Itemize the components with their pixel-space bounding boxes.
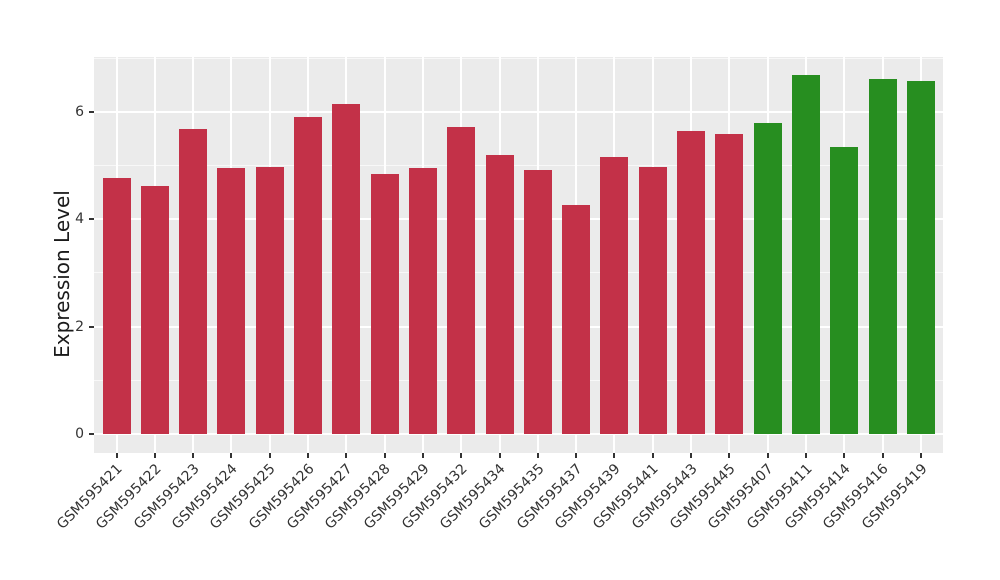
x-tick-mark [421, 453, 424, 458]
x-tick-mark [651, 453, 654, 458]
x-tick-label-text: GSM595426 [245, 461, 318, 533]
x-tick-mark [383, 453, 386, 458]
x-tick-mark [804, 453, 807, 458]
x-tick-label-text: GSM595411 [743, 461, 816, 533]
bar-gsm595424 [217, 167, 246, 434]
x-tick-label-text: GSM595424 [169, 461, 241, 533]
x-tick-label-text: GSM595419 [858, 461, 931, 533]
gridline-minor [94, 57, 943, 59]
y-axis-title: Expression Level [50, 190, 74, 358]
bar-gsm595432 [447, 126, 476, 434]
x-tick-label-text: GSM595425 [207, 461, 280, 533]
gridline-minor [94, 379, 943, 381]
x-tick-mark [460, 453, 463, 458]
bar-gsm595429 [408, 168, 437, 434]
x-tick-mark [345, 453, 348, 458]
bar-gsm595435 [523, 169, 552, 434]
x-tick-label-text: GSM595427 [284, 461, 356, 533]
x-tick-label-text: GSM595414 [781, 461, 854, 533]
gridline-major [94, 433, 943, 435]
x-tick-label-text: GSM595416 [820, 461, 892, 533]
bar-gsm595407 [753, 122, 782, 434]
gridline-minor [94, 165, 943, 166]
x-tick-mark [613, 453, 616, 458]
x-tick-label-text: GSM595422 [92, 461, 165, 533]
x-tick-mark [881, 453, 884, 458]
x-tick-mark [690, 453, 692, 458]
gridline-major [94, 325, 943, 328]
bar-gsm595421 [102, 178, 131, 434]
bar-gsm595416 [868, 79, 897, 434]
x-tick-label-text: GSM595435 [475, 461, 548, 533]
x-tick-mark [230, 453, 233, 458]
bar-gsm595414 [830, 147, 859, 434]
x-tick-mark [153, 453, 156, 458]
x-tick-mark [268, 453, 271, 458]
bar-gsm595437 [562, 205, 591, 434]
bar-gsm595423 [179, 128, 208, 434]
x-tick-mark [919, 453, 922, 458]
bar-gsm595411 [791, 74, 820, 434]
bar-gsm595439 [600, 157, 629, 434]
x-tick-mark [115, 453, 118, 458]
gridline-major [94, 218, 943, 221]
x-tick-label-text: GSM595429 [360, 461, 433, 533]
bar-gsm595422 [140, 185, 169, 434]
y-tick-label: 0 [75, 426, 84, 442]
x-tick-label-text: GSM595434 [437, 461, 509, 533]
bar-gsm595434 [485, 154, 514, 434]
bar-gsm595426 [294, 117, 322, 434]
x-tick-label-text: GSM595437 [513, 461, 586, 533]
bar-gsm595427 [332, 104, 361, 434]
bar-gsm595445 [715, 133, 744, 434]
x-tick-mark [536, 453, 539, 458]
bar-gsm595443 [677, 131, 705, 434]
bar-gsm595425 [255, 166, 284, 434]
x-tick-label-text: GSM595428 [322, 461, 394, 533]
bar-gsm595419 [906, 81, 935, 434]
bar-gsm595428 [370, 174, 399, 434]
x-tick-mark [498, 453, 501, 458]
x-tick-label-text: GSM595443 [628, 461, 701, 533]
y-tick-label: 6 [75, 103, 84, 120]
x-tick-label-text: GSM595432 [398, 461, 471, 533]
x-tick-label-text: GSM595439 [552, 461, 624, 533]
gridline-minor [94, 272, 943, 274]
gridline-major [94, 110, 943, 113]
x-tick-mark [192, 453, 195, 458]
x-tick-label-text: GSM595423 [130, 461, 203, 533]
x-tick-label-text: GSM595441 [590, 461, 663, 533]
x-tick-mark [843, 453, 846, 458]
x-tick-mark [307, 453, 309, 458]
x-tick-mark [575, 453, 578, 458]
plot-panel [94, 57, 943, 453]
x-tick-mark [766, 453, 769, 458]
bar-gsm595441 [638, 166, 667, 434]
x-tick-label-text: GSM595445 [667, 461, 739, 533]
x-tick-label-text: GSM595421 [54, 461, 126, 533]
x-tick-label-text: GSM595407 [705, 461, 777, 533]
x-tick-mark [728, 453, 731, 458]
